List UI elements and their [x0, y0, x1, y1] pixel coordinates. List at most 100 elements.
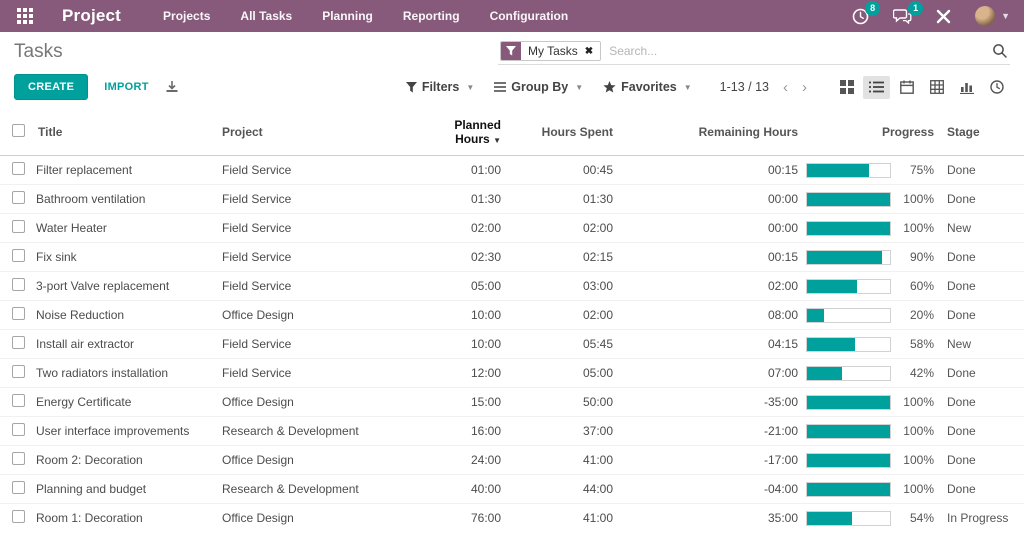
messages-icon[interactable]: 1	[893, 1, 924, 24]
app-title[interactable]: Project	[62, 6, 122, 25]
activities-clock-icon[interactable]: 8	[852, 0, 881, 25]
import-button[interactable]: IMPORT	[104, 81, 149, 93]
task-stage: New	[938, 329, 1024, 359]
task-title: Room 1: Decoration	[34, 503, 218, 532]
table-row[interactable]: Bathroom ventilation Field Service 01:30…	[0, 184, 1024, 214]
table-row[interactable]: Noise Reduction Office Design 10:00 02:0…	[0, 300, 1024, 330]
row-checkbox[interactable]	[12, 336, 25, 349]
table-row[interactable]: Filter replacement Field Service 01:00 0…	[0, 155, 1024, 185]
activity-view-button[interactable]	[983, 76, 1010, 99]
progress-bar	[806, 249, 891, 265]
task-planned-hours: 76:00	[415, 503, 505, 532]
task-remaining-hours: -17:00	[617, 445, 802, 475]
group-by-dropdown[interactable]: Group By ▼	[494, 80, 583, 94]
task-remaining-hours: -21:00	[617, 416, 802, 446]
menu-item-planning[interactable]: Planning	[322, 9, 373, 23]
table-row[interactable]: Planning and budget Research & Developme…	[0, 474, 1024, 504]
menu-item-configuration[interactable]: Configuration	[489, 9, 569, 23]
task-project: Office Design	[218, 503, 415, 532]
create-button[interactable]: CREATE	[14, 74, 89, 100]
favorites-dropdown[interactable]: Favorites ▼	[603, 80, 692, 94]
task-title: Bathroom ventilation	[34, 184, 218, 214]
task-hours-spent: 44:00	[505, 474, 617, 504]
row-checkbox[interactable]	[12, 365, 25, 378]
row-checkbox[interactable]	[12, 510, 25, 523]
task-planned-hours: 10:00	[415, 300, 505, 330]
progress-percent: 100%	[903, 192, 934, 206]
filters-caret-icon: ▼	[466, 82, 475, 92]
apps-grid-icon[interactable]	[14, 5, 36, 27]
row-checkbox[interactable]	[12, 191, 25, 204]
facet-remove-icon[interactable]: ✖	[584, 45, 594, 57]
filters-funnel-icon	[405, 81, 417, 92]
row-checkbox[interactable]	[12, 307, 25, 320]
row-checkbox[interactable]	[12, 162, 25, 175]
column-header-remaining-hours[interactable]: Remaining Hours	[617, 109, 802, 156]
search-icon[interactable]	[992, 43, 1008, 59]
task-stage: Done	[938, 300, 1024, 330]
list-view-button[interactable]	[863, 75, 890, 99]
task-stage: Done	[938, 474, 1024, 504]
progress-percent: 100%	[903, 482, 934, 496]
task-remaining-hours: 02:00	[617, 271, 802, 301]
table-row[interactable]: Energy Certificate Office Design 15:00 5…	[0, 387, 1024, 417]
row-checkbox[interactable]	[12, 452, 25, 465]
row-checkbox[interactable]	[12, 278, 25, 291]
select-all-checkbox[interactable]	[12, 124, 25, 137]
pager-previous-icon[interactable]: ‹	[783, 78, 788, 96]
table-row[interactable]: Room 2: Decoration Office Design 24:00 4…	[0, 445, 1024, 475]
table-row[interactable]: User interface improvements Research & D…	[0, 416, 1024, 446]
row-checkbox[interactable]	[12, 394, 25, 407]
task-title: Filter replacement	[34, 155, 218, 185]
task-stage: Done	[938, 184, 1024, 214]
progress-bar	[806, 394, 891, 410]
task-title: Energy Certificate	[34, 387, 218, 417]
task-planned-hours: 12:00	[415, 358, 505, 388]
column-header-title[interactable]: Title	[34, 109, 218, 156]
column-header-project[interactable]: Project	[218, 109, 415, 156]
filters-dropdown[interactable]: Filters ▼	[405, 80, 475, 94]
task-project: Field Service	[218, 271, 415, 301]
user-menu[interactable]: ▼	[975, 6, 1010, 26]
table-row[interactable]: Fix sink Field Service 02:30 02:15 00:15…	[0, 242, 1024, 272]
progress-bar	[806, 365, 891, 381]
task-remaining-hours: 08:00	[617, 300, 802, 330]
progress-percent: 100%	[903, 424, 934, 438]
menu-item-all-tasks[interactable]: All Tasks	[240, 9, 293, 23]
table-row[interactable]: 3-port Valve replacement Field Service 0…	[0, 271, 1024, 301]
task-stage: Done	[938, 387, 1024, 417]
menu-item-reporting[interactable]: Reporting	[402, 9, 460, 23]
row-checkbox[interactable]	[12, 220, 25, 233]
task-project: Field Service	[218, 213, 415, 243]
task-title: Fix sink	[34, 242, 218, 272]
menu-item-projects[interactable]: Projects	[163, 9, 211, 23]
tools-icon[interactable]	[936, 9, 951, 24]
column-header-hours-spent[interactable]: Hours Spent	[505, 109, 617, 156]
task-remaining-hours: -35:00	[617, 387, 802, 417]
task-stage: Done	[938, 242, 1024, 272]
progress-percent: 54%	[909, 511, 934, 525]
column-header-progress[interactable]: Progress	[802, 109, 938, 156]
pivot-view-button[interactable]	[923, 76, 950, 99]
table-row[interactable]: Room 1: Decoration Office Design 76:00 4…	[0, 503, 1024, 532]
progress-bar	[806, 336, 891, 352]
task-stage: Done	[938, 445, 1024, 475]
calendar-view-button[interactable]	[893, 76, 920, 99]
search-input[interactable]	[601, 41, 992, 61]
table-row[interactable]: Install air extractor Field Service 10:0…	[0, 329, 1024, 359]
pager-next-icon[interactable]: ›	[802, 78, 807, 96]
table-row[interactable]: Water Heater Field Service 02:00 02:00 0…	[0, 213, 1024, 243]
row-checkbox[interactable]	[12, 249, 25, 262]
row-checkbox[interactable]	[12, 423, 25, 436]
column-header-stage[interactable]: Stage	[938, 109, 1024, 156]
export-download-icon[interactable]	[165, 80, 179, 94]
task-title: Room 2: Decoration	[34, 445, 218, 475]
search-facet-my-tasks[interactable]: My Tasks ✖	[500, 41, 602, 61]
column-header-planned-hours[interactable]: Planned Hours ▼	[415, 109, 505, 156]
row-checkbox[interactable]	[12, 481, 25, 494]
task-project: Office Design	[218, 300, 415, 330]
kanban-view-button[interactable]	[833, 76, 860, 99]
progress-percent: 90%	[909, 250, 934, 264]
table-row[interactable]: Two radiators installation Field Service…	[0, 358, 1024, 388]
graph-view-button[interactable]	[953, 76, 980, 99]
